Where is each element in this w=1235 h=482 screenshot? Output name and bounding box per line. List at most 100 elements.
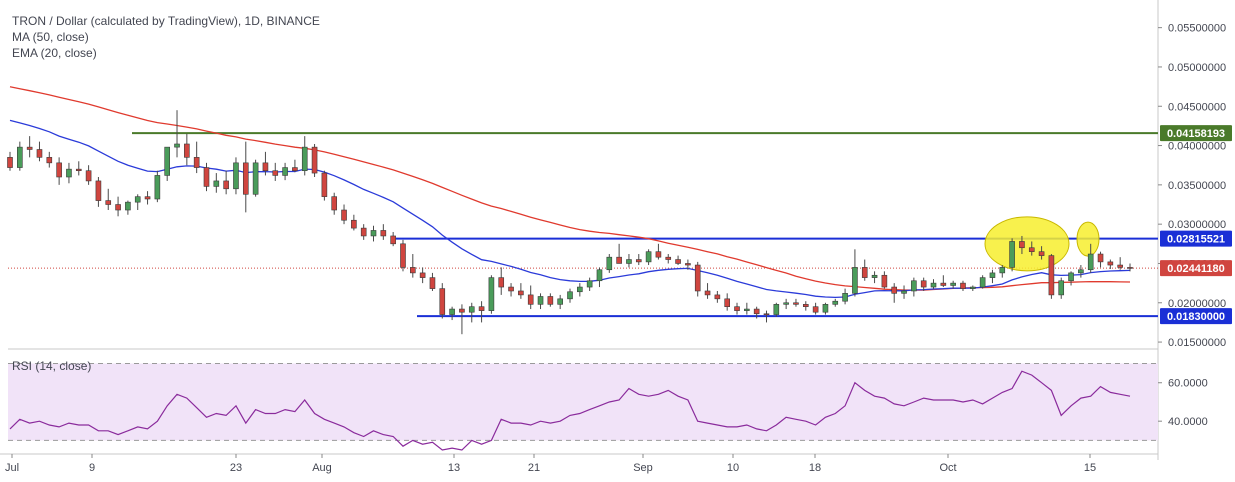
candle-body [901, 290, 907, 294]
candle-body [459, 308, 465, 313]
candle-body [429, 277, 436, 289]
candle [115, 196, 121, 217]
time-tick-label: 23 [230, 462, 242, 474]
candle-body [783, 302, 789, 305]
candle [17, 141, 23, 171]
price-tick-label: 0.02000000 [1168, 298, 1226, 310]
candle [56, 157, 62, 185]
candle-body [832, 300, 839, 305]
candle-body [920, 280, 927, 288]
candle-body [1009, 241, 1015, 268]
candle-body [557, 298, 563, 305]
candle [213, 173, 220, 193]
candle [518, 283, 524, 299]
candle [1078, 265, 1084, 278]
candle-body [970, 286, 976, 289]
candle-body [802, 304, 809, 307]
candle [596, 267, 603, 288]
candle [881, 271, 888, 289]
candle [999, 265, 1006, 278]
candle [1058, 277, 1065, 299]
price-tick-label: 0.05000000 [1168, 62, 1226, 74]
candle-body [655, 251, 662, 258]
candle-body [341, 209, 347, 221]
candle [665, 254, 672, 264]
price-pane [8, 8, 1158, 346]
candle-body [498, 277, 505, 288]
candle-body [822, 304, 829, 313]
candle [773, 302, 780, 317]
candle [1009, 238, 1015, 272]
candle [203, 162, 210, 192]
candle-body [311, 146, 318, 174]
candle-body [891, 286, 898, 294]
candle-body [449, 308, 455, 315]
candle [979, 275, 986, 289]
candle [262, 151, 269, 176]
ma-legend: MA (50, close) [12, 30, 89, 44]
candle [635, 254, 642, 266]
candle-body [321, 172, 328, 197]
candle [793, 298, 799, 307]
candle-body [1107, 261, 1114, 266]
candle [871, 271, 878, 284]
candle [233, 157, 239, 195]
candle-body [960, 282, 966, 289]
candle-body [390, 235, 396, 245]
candle-body [685, 263, 691, 266]
candle-body [370, 230, 377, 237]
range-bottom-price-badge-bg [1160, 308, 1232, 325]
last-price-badge-bg [1160, 260, 1232, 277]
candle [410, 254, 416, 278]
candle [753, 306, 760, 319]
highlight-ellipse [984, 216, 1070, 272]
candle [242, 141, 249, 213]
candle-body [380, 230, 387, 237]
rsi-band [8, 363, 1158, 441]
candle [360, 224, 367, 240]
candle-body [626, 259, 632, 264]
candle [852, 249, 858, 297]
candle [655, 243, 662, 260]
candle [292, 159, 298, 173]
candle-body [586, 280, 593, 288]
candle [704, 283, 711, 299]
candle [351, 214, 357, 231]
range-top-price-badge: 0.02815521 [1160, 230, 1232, 247]
time-tick-label: 15 [1084, 462, 1096, 474]
candle [488, 275, 495, 314]
candle-body [351, 219, 357, 229]
candle-body [999, 267, 1006, 274]
candle-body [675, 259, 681, 264]
candle-body [911, 280, 917, 292]
candle [282, 162, 288, 181]
candle [567, 288, 573, 303]
candle [812, 302, 819, 315]
candle-body [812, 306, 819, 313]
price-tick-label: 0.04000000 [1168, 141, 1226, 153]
candle-body [164, 146, 170, 176]
candle-body [7, 157, 13, 168]
candle-body [1068, 272, 1074, 282]
time-tick-label: 10 [727, 462, 739, 474]
candle-body [852, 267, 858, 294]
candle [370, 225, 377, 242]
candle [429, 272, 436, 291]
candle [950, 280, 956, 289]
candle [341, 204, 347, 225]
candle-body [36, 149, 43, 158]
candle-body [1028, 247, 1035, 252]
rsi-tick-label: 60.0000 [1168, 378, 1208, 390]
candle-body [950, 282, 956, 286]
candle-body [105, 200, 112, 205]
candle [400, 239, 406, 272]
candle [1068, 271, 1074, 286]
candle-body [144, 196, 151, 200]
candle [164, 146, 170, 181]
time-tick-label: 18 [809, 462, 821, 474]
candle [331, 192, 338, 215]
candle [606, 254, 613, 273]
candle [940, 275, 947, 288]
